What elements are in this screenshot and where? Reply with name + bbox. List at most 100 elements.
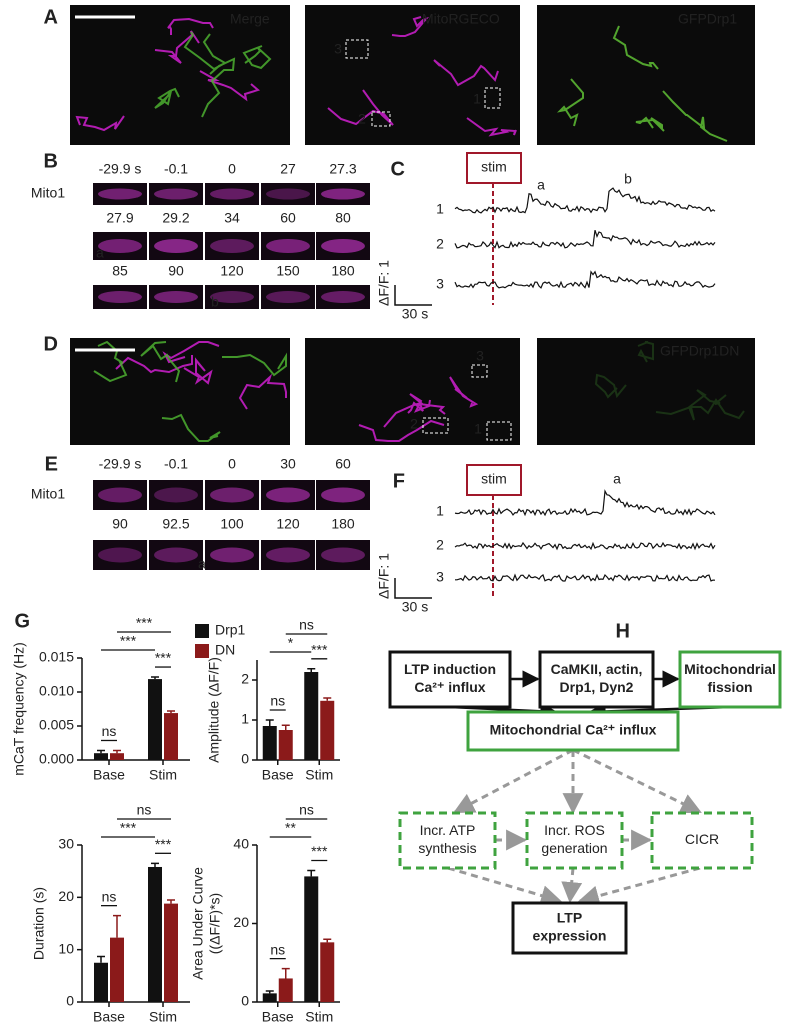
neurite	[93, 340, 287, 442]
error-bar	[113, 914, 121, 938]
micrograph	[305, 5, 520, 145]
time-label: -29.9 s	[99, 456, 142, 472]
mito-signal	[321, 547, 365, 563]
strip-image	[261, 183, 315, 205]
roi-label: 3	[334, 41, 342, 57]
sig-label: ***	[155, 650, 172, 666]
roi-box	[486, 421, 512, 441]
roi-box	[422, 417, 449, 434]
x-tick-label: Base	[262, 767, 294, 783]
row-label: Mito1	[31, 486, 65, 502]
time-label: 100	[220, 516, 244, 532]
roi-label: 2	[410, 416, 418, 432]
error-bar	[265, 719, 274, 726]
neurite	[75, 17, 261, 132]
bar	[148, 866, 162, 1002]
neurite	[115, 341, 287, 410]
stim-box	[466, 464, 522, 496]
trace	[455, 573, 716, 582]
sig-label: ***	[311, 843, 328, 859]
stim-label: stim	[481, 159, 507, 175]
y-tick-label: 20	[58, 888, 74, 904]
time-label: 80	[335, 210, 351, 226]
trace-label: 2	[436, 537, 444, 553]
micrograph	[305, 338, 520, 445]
legend-swatch	[195, 624, 209, 638]
y-axis-label: Area Under Curve	[190, 867, 206, 980]
error-bar	[323, 938, 332, 943]
frame-marker: a	[96, 245, 104, 261]
roi-label: 2	[358, 111, 366, 127]
arrow	[577, 866, 701, 907]
sig-label: ***	[120, 633, 137, 649]
bar	[110, 753, 124, 760]
mito-signal	[210, 291, 254, 303]
legend-label: DN	[215, 642, 235, 658]
mito-signal	[154, 291, 198, 303]
stim-label: stim	[481, 471, 507, 487]
mito-signal	[266, 547, 310, 563]
micrograph	[537, 338, 755, 445]
y-axis-label: mCaT frequency (Hz)	[11, 642, 27, 776]
bar	[164, 713, 178, 760]
mito-signal	[154, 547, 198, 563]
mito-signal	[210, 188, 254, 200]
scale-y-label: ΔF/F: 1	[376, 260, 392, 306]
y-tick-label: 20	[233, 914, 249, 930]
y-tick-label: 40	[233, 836, 249, 852]
error-bar	[281, 724, 290, 730]
trace-label: 1	[436, 201, 444, 217]
legend-swatch	[195, 644, 209, 658]
x-tick-label: Stim	[149, 1009, 177, 1025]
trace-label: 3	[436, 276, 444, 292]
row-label: Mito1	[31, 185, 65, 201]
image-label: GFPDrp1DN	[660, 343, 739, 359]
scale-bar	[394, 285, 432, 306]
error-bar	[167, 899, 175, 904]
bar	[262, 726, 277, 760]
strip-image	[261, 285, 315, 309]
error-bar	[323, 697, 332, 701]
error-bar	[97, 749, 105, 754]
mito-signal	[266, 291, 310, 303]
error-bar	[151, 676, 159, 680]
sig-label: **	[285, 820, 296, 836]
time-label: 85	[112, 263, 128, 279]
scale-y-label: ΔF/F: 1	[376, 553, 392, 599]
strip-image	[316, 540, 370, 570]
y-tick-label: 0	[241, 751, 249, 767]
mito-signal	[321, 487, 365, 503]
error-bar	[265, 990, 274, 994]
panel-label: B	[44, 150, 58, 172]
flow-node-text: Incr. ROS	[544, 822, 605, 838]
flow-node-text: LTP	[557, 910, 582, 926]
y-tick-label: 0.000	[39, 751, 74, 767]
time-label: 150	[276, 263, 300, 279]
neurite	[594, 341, 745, 421]
peak-label: a	[613, 471, 621, 487]
y-tick-label: 1	[241, 711, 249, 727]
trace	[454, 187, 716, 214]
strip-image	[93, 540, 147, 570]
frame-marker: b	[211, 294, 219, 310]
arrow	[561, 867, 583, 904]
micrograph	[70, 5, 290, 145]
sig-label: ***	[155, 836, 172, 852]
roi-box	[345, 39, 369, 59]
legend-label: Drp1	[215, 622, 246, 638]
time-label: 180	[331, 516, 355, 532]
mito-signal	[266, 188, 310, 200]
scale-bar	[394, 578, 432, 599]
time-label: 92.5	[162, 516, 189, 532]
trace-label: 1	[436, 503, 444, 519]
panel-label: H	[616, 620, 630, 642]
strip-image	[205, 285, 259, 309]
time-label: 27	[280, 161, 296, 177]
mito-signal	[98, 239, 142, 253]
neurite	[327, 16, 517, 137]
peak-label: b	[624, 171, 632, 187]
bar	[94, 753, 108, 760]
roi-label: 1	[474, 421, 482, 437]
bar	[110, 937, 124, 1002]
trace	[454, 541, 716, 551]
